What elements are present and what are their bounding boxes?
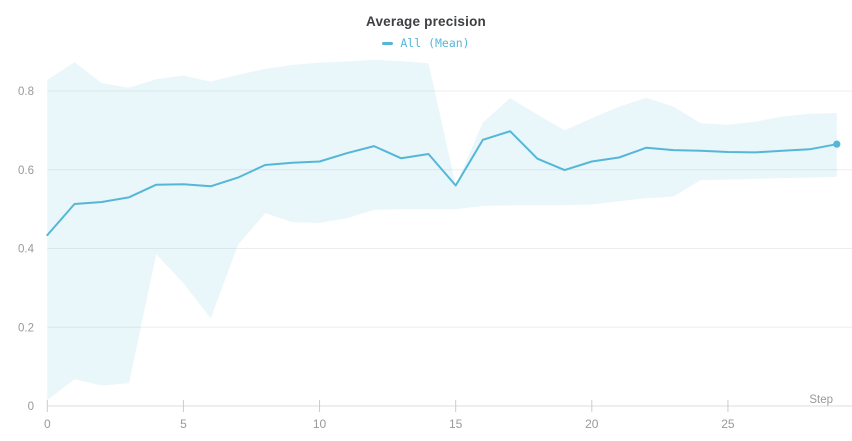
chart-title: Average precision: [366, 14, 486, 29]
mean-line: [46, 130, 838, 237]
x-tick-label: 0: [44, 417, 51, 431]
y-tick-label: 0: [28, 401, 34, 413]
x-axis-title: Step: [809, 394, 833, 406]
x-tick-label: 20: [585, 417, 599, 431]
y-tick-label: 0.6: [18, 165, 34, 177]
min-max-band: [47, 59, 837, 401]
legend-label: All (Mean): [400, 36, 470, 50]
y-tick-label: 0.4: [18, 244, 35, 256]
x-tick-label: 15: [449, 417, 463, 431]
x-tick-label: 5: [180, 417, 187, 431]
y-tick-label: 0.8: [18, 86, 34, 98]
x-tick-label: 10: [313, 417, 327, 431]
legend-line-swatch-icon: [382, 41, 394, 45]
y-tick-label: 0.2: [18, 322, 34, 334]
legend: All (Mean): [0, 36, 852, 50]
last-point-marker: [833, 140, 841, 148]
x-tick-label: 25: [721, 417, 735, 431]
